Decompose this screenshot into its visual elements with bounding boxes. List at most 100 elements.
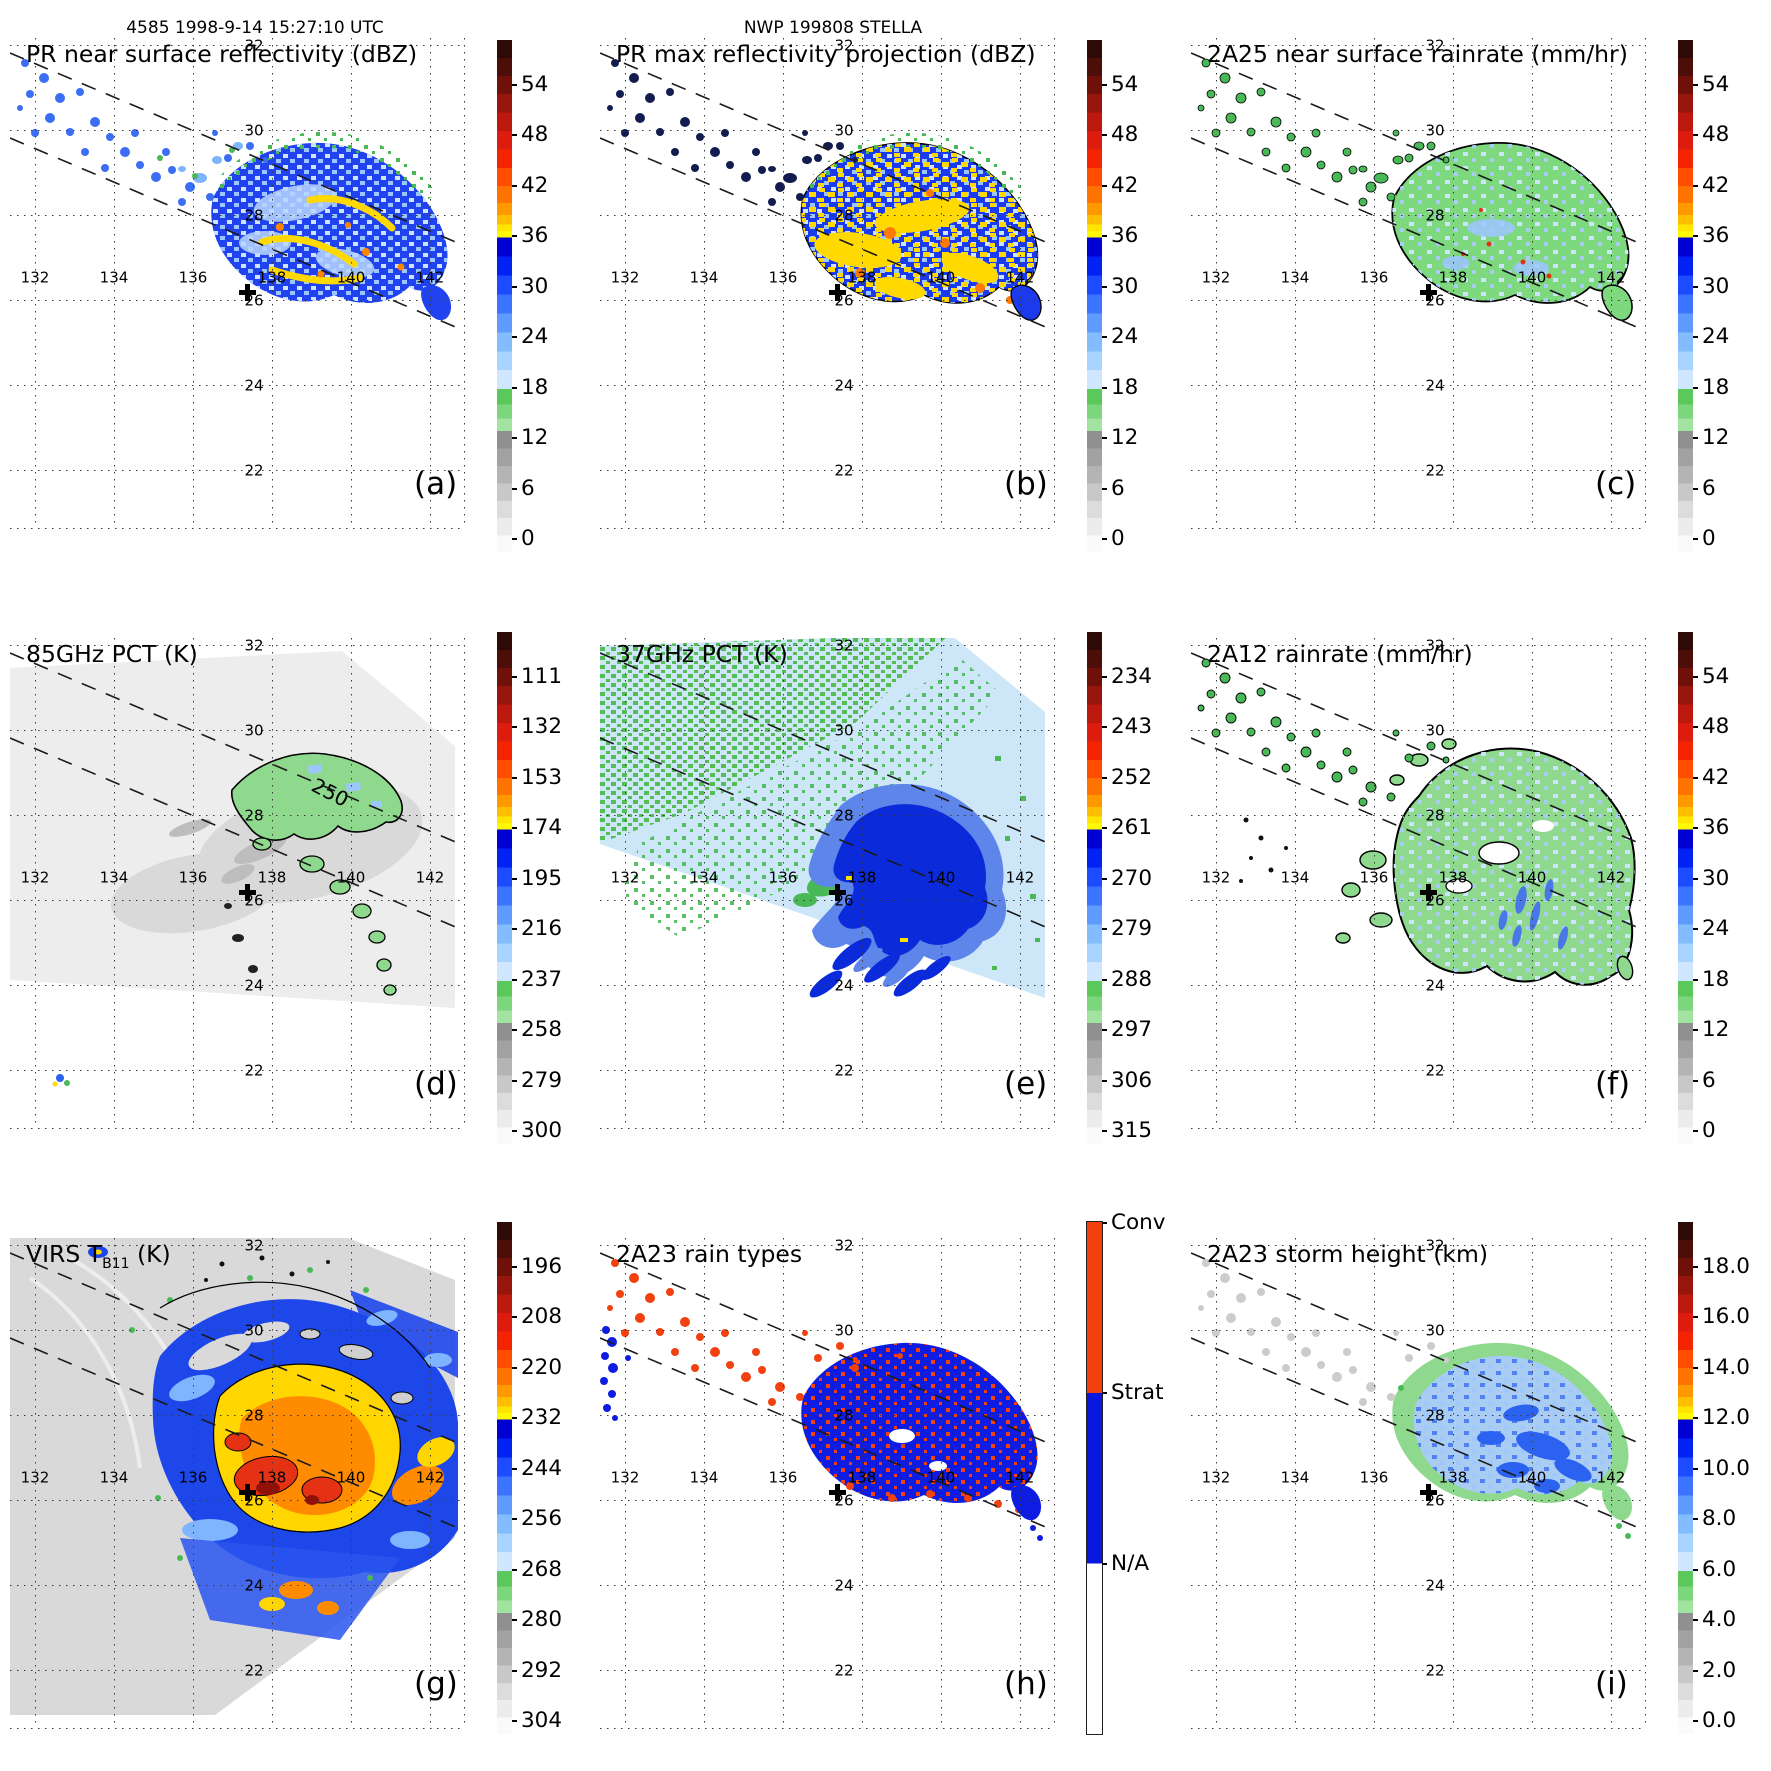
lat-label: 22 [834,1661,854,1680]
colorbar-tick-label: 208 [521,1304,563,1330]
map-art-37ghz-pct [600,638,1055,998]
colorbar-tick [512,1079,517,1082]
colorbar-tick [1102,386,1107,389]
colorbar-tick [512,184,517,187]
lon-label: 132 [20,868,50,887]
lat-label: 22 [1425,1061,1445,1080]
panel-letter: (h) [1004,1666,1048,1702]
colorbar-tick [1102,134,1107,137]
colorbar-tick-label: 2.0 [1702,1657,1737,1683]
colorbar-tick [512,1619,517,1622]
colorbar-tick [512,1568,517,1571]
colorbar-tick [1693,134,1698,137]
gridline-lon [1453,1238,1454,1728]
lon-label: 132 [610,1468,640,1487]
colorbar [497,40,512,552]
gridline-lon [1374,638,1375,1128]
lat-label: 22 [1425,1661,1445,1680]
gridline-lat [600,815,1055,816]
colorbar-tick-label: 196 [521,1254,563,1280]
colorbar-tick [1693,928,1698,931]
gridline-lon [272,38,273,528]
panel-letter: (b) [1004,466,1048,502]
storm-center-marker [1420,1484,1437,1501]
lat-label: 24 [1425,376,1445,395]
colorbar [1087,632,1102,1144]
colorbar-tick-label: 42 [1702,172,1730,198]
colorbar-tick [1693,285,1698,288]
colorbar-tick-label: 24 [1702,916,1730,942]
gridline-lat [600,1070,1055,1071]
lat-label: 30 [1425,121,1445,140]
gridline-lon [1611,638,1612,1128]
colorbar-tick-label: 261 [1111,815,1153,841]
gridline-lon [704,1238,705,1728]
colorbar [1678,632,1693,1144]
map-frame-right [464,638,465,1128]
gridline-lon [35,1238,36,1728]
colorbar-tick [512,336,517,339]
colorbar-tick [1693,1029,1698,1032]
lon-label: 136 [1359,1468,1389,1487]
gridline-lat [1191,385,1646,386]
lon-label: 142 [1005,1468,1035,1487]
panel-letter: (a) [414,466,458,502]
gridline-lon [1216,638,1217,1128]
gridline-lon [783,638,784,1128]
gridline-lon [704,638,705,1128]
colorbar-tick-label: 0.0 [1702,1707,1737,1733]
swath-corner-cell [52,1074,70,1087]
colorbar-tick-label: 36 [1702,815,1730,841]
gridline-lon [862,638,863,1128]
colorbar-tick-label: 18.0 [1702,1254,1750,1280]
lat-label: 24 [834,376,854,395]
gridline-lat [10,645,465,646]
gridline-lat [1191,900,1646,901]
colorbar-tick-label: 36 [1111,223,1139,249]
colorbar-tick [1102,235,1107,238]
map-d: 250 85GHz PCT (K) (d) 132 134 136 138 140 142… [10,638,465,1130]
lon-label: 138 [1438,868,1468,887]
map-g: VIRS TB11 (K) (g) 132 134 136 138 140 142 32 30… [10,1238,465,1730]
colorbar-tick-label: 237 [521,966,563,992]
colorbar-tick-label: 12 [1111,425,1139,451]
colorbar-tick-label: 279 [521,1067,563,1093]
gridline-lon [1295,1238,1296,1728]
colorbar-tick [512,134,517,137]
lat-label: 30 [1425,1321,1445,1340]
lat-label: 24 [1425,976,1445,995]
colorbar-tick [1102,1129,1107,1132]
lon-label: 142 [415,1468,445,1487]
panel-title: 2A12 rainrate (mm/hr) [1207,640,1473,668]
colorbar-tick [512,877,517,880]
map-c: 2A25 near surface rainrate (mm/hr) (c) 1… [1191,38,1646,530]
lat-label: 28 [1425,1406,1445,1425]
colorbar-tick-label: 234 [1111,664,1153,690]
colorbar-tick [512,726,517,729]
colorbar-tick [1102,84,1107,87]
colorbar-tick [1102,1562,1107,1565]
map-frame-bottom [600,1728,1055,1729]
lon-label: 138 [847,1468,877,1487]
colorbar [497,632,512,1144]
map-frame-right [1645,638,1646,1128]
colorbar-tick-label: 220 [521,1354,563,1380]
small-cell [88,1246,108,1258]
colorbar-tick [512,487,517,490]
panel-title: VIRS TB11 (K) [26,1240,171,1272]
colorbar-tick [1693,1719,1698,1722]
map-frame-bottom [600,528,1055,529]
panel-d: 250 85GHz PCT (K) (d) 132 134 136 138 140 142… [0,632,590,1238]
colorbar-tick [512,537,517,540]
lat-label: 22 [834,1061,854,1080]
lon-label: 132 [20,1468,50,1487]
map-a: PR near surface reflectivity (dBZ) (a) 1… [10,38,465,530]
map-art-85ghz-pct: 250 [10,651,465,1087]
gridline-lat [600,1245,1055,1246]
gridline-lat [1191,1585,1646,1586]
colorbar-tick-label: 24 [521,324,549,350]
gridline-lon [114,638,115,1128]
colorbar-tick [512,285,517,288]
gridline-lon [1453,638,1454,1128]
colorbar [1087,40,1102,552]
